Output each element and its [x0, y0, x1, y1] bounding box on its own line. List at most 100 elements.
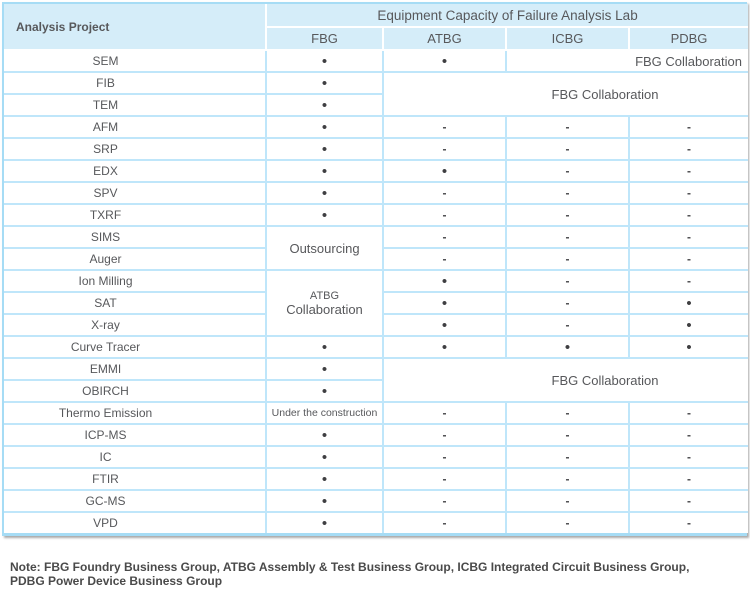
capability-dash: - [630, 403, 749, 425]
capability-dot: • [267, 205, 384, 227]
capability-dot: • [630, 293, 749, 315]
capability-dash: - [630, 271, 749, 293]
table-row: AFM • - - - [4, 117, 749, 139]
row-label: IC [4, 447, 267, 469]
column-header-pdbg: PDBG [630, 28, 749, 51]
row-label: EDX [4, 161, 267, 183]
row-label: TXRF [4, 205, 267, 227]
capability-dot: • [384, 315, 507, 337]
capability-dot: • [267, 337, 384, 359]
merged-note-cell: FBG Collaboration [507, 51, 749, 73]
capability-dash: - [384, 227, 507, 249]
capability-dash: - [630, 513, 749, 533]
capability-dash: - [384, 205, 507, 227]
row-label: SRP [4, 139, 267, 161]
capability-dot: • [267, 491, 384, 513]
analysis-project-table: Analysis Project Equipment Capacity of F… [4, 4, 749, 533]
table-row: SEM • • FBG Collaboration [4, 51, 749, 73]
table-row: SPV • - - - [4, 183, 749, 205]
capability-dot: • [267, 513, 384, 533]
merged-note-cell: Outsourcing [267, 227, 384, 271]
capability-dash: - [384, 117, 507, 139]
row-label: SPV [4, 183, 267, 205]
capability-dash: - [384, 183, 507, 205]
capability-dash: - [630, 425, 749, 447]
capability-dash: - [384, 403, 507, 425]
row-label: EMMI [4, 359, 267, 381]
capability-dot: • [267, 73, 384, 95]
footnote: Note: FBG Foundry Business Group, ATBG A… [10, 560, 730, 589]
merged-note-line: Collaboration [286, 302, 363, 317]
capability-dash: - [507, 491, 630, 513]
capability-dash: - [384, 491, 507, 513]
capability-dot: • [384, 337, 507, 359]
capability-dot: • [267, 469, 384, 491]
footnote-line-1: Note: FBG Foundry Business Group, ATBG A… [10, 560, 690, 574]
table-row: Thermo Emission Under the construction - - - [4, 403, 749, 425]
capability-dot: • [267, 381, 384, 403]
capability-dash: - [630, 447, 749, 469]
capability-dash: - [507, 469, 630, 491]
table-row: Curve Tracer • • • • [4, 337, 749, 359]
column-header-atbg: ATBG [384, 28, 507, 51]
merged-note-cell: ATBG Collaboration [267, 271, 384, 337]
capability-dash: - [507, 117, 630, 139]
capability-dash: - [630, 117, 749, 139]
capability-dash: - [507, 249, 630, 271]
row-label: AFM [4, 117, 267, 139]
group-header-row: Analysis Project Equipment Capacity of F… [4, 4, 749, 51]
table-row: Ion Milling ATBG Collaboration • - - [4, 271, 749, 337]
capability-dash: - [507, 425, 630, 447]
capability-dash: - [507, 139, 630, 161]
capability-dash: - [507, 161, 630, 183]
row-label: FIB [4, 73, 267, 95]
table-body: SEM • • FBG Collaboration FIB • FBG Collaborat… [4, 51, 749, 533]
capability-dot: • [384, 161, 507, 183]
capability-dash: - [630, 469, 749, 491]
table-row: TEM • [4, 95, 748, 117]
row-label: ICP-MS [4, 425, 267, 447]
row-label: Thermo Emission [4, 403, 267, 425]
table-row: EDX • • - - [4, 161, 749, 183]
capability-dot: • [267, 359, 384, 381]
capability-dash: - [384, 139, 507, 161]
row-label: X-ray [4, 315, 267, 337]
capability-dot: • [384, 51, 507, 73]
row-label: Ion Milling [4, 271, 267, 293]
capability-dash: - [384, 447, 507, 469]
capability-dot: • [384, 271, 507, 293]
capability-dash: - [507, 447, 630, 469]
row-label: OBIRCH [4, 381, 267, 403]
capability-dash: - [630, 161, 749, 183]
capability-dot: • [267, 425, 384, 447]
row-label: Auger [4, 249, 267, 271]
capability-dash: - [507, 513, 630, 533]
column-header-row: FBG ATBG ICBG PDBG [4, 28, 749, 51]
table-row: VPD • - - - [4, 513, 749, 533]
capability-dash: - [507, 183, 630, 205]
table-row: FIB • FBG Collaboration [4, 73, 749, 117]
table-header: Analysis Project Equipment Capacity of F… [4, 4, 749, 51]
row-label: TEM [4, 95, 267, 117]
table-row: X-ray • - • [4, 315, 749, 337]
capability-dash: - [507, 227, 630, 249]
column-header-icbg: ICBG [507, 28, 630, 51]
capability-dash: - [630, 183, 749, 205]
capability-dash: - [507, 271, 630, 293]
capability-dot: • [267, 139, 384, 161]
capability-dot: • [630, 315, 749, 337]
capability-dash: - [630, 491, 749, 513]
capability-dot: • [267, 51, 384, 73]
capability-dot: • [267, 95, 384, 117]
capability-dot: • [630, 337, 749, 359]
capability-dot: • [384, 293, 507, 315]
table-row: Auger - - - [4, 249, 749, 271]
capability-dash: - [630, 249, 749, 271]
table-row: EMMI • FBG Collaboration [4, 359, 749, 403]
merged-note-cell: FBG Collaboration [384, 359, 749, 403]
table-row: GC-MS • - - - [4, 491, 749, 513]
merged-note-line: ATBG [309, 290, 340, 303]
row-label: GC-MS [4, 491, 267, 513]
corner-header-analysis-project: Analysis Project [4, 4, 267, 51]
equipment-capacity-table: Analysis Project Equipment Capacity of F… [2, 2, 749, 536]
